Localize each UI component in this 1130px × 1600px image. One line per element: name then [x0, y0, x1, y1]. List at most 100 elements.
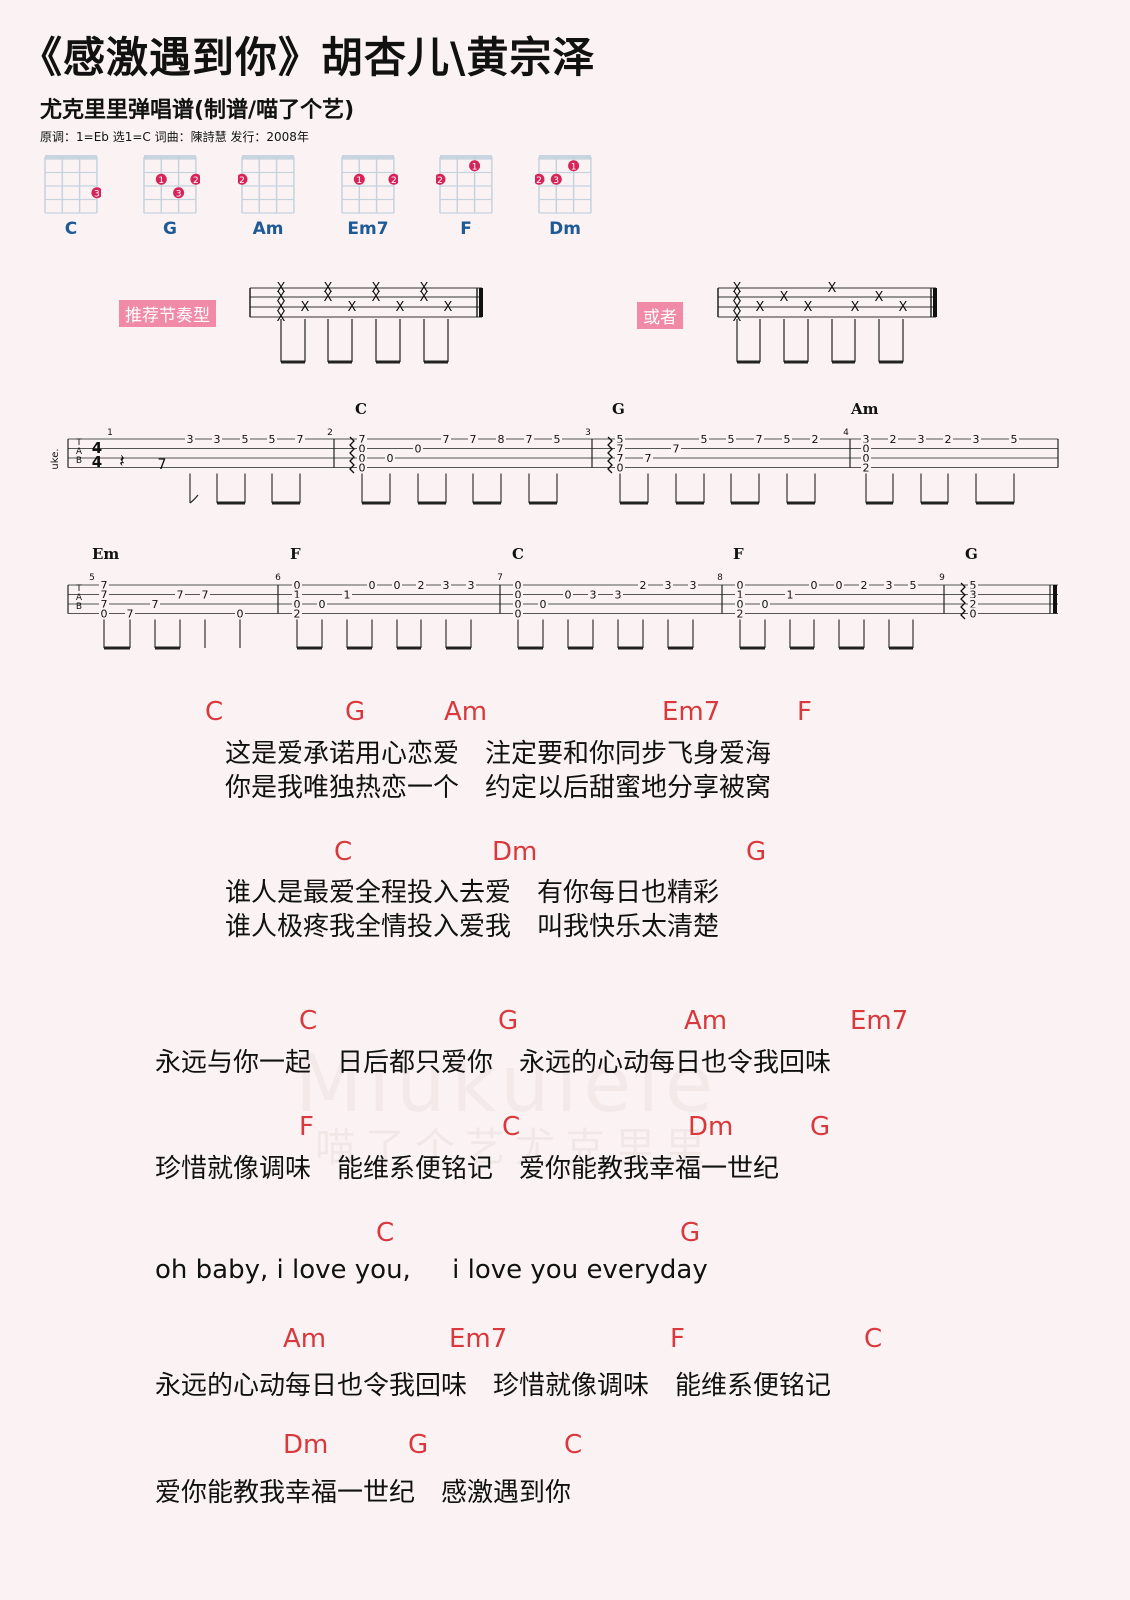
finger-number: 1 [472, 162, 478, 172]
tab-note-bg [292, 588, 302, 601]
tab-arpeggio [607, 436, 613, 474]
rhythm-x-mark: X [372, 281, 381, 296]
finger-number: 3 [553, 176, 559, 186]
tab-note-bg [552, 433, 562, 445]
tab-fret-number: 3 [590, 589, 597, 602]
finger-number: 2 [536, 176, 542, 186]
chord-name-label: Dm [549, 219, 581, 239]
rhythm-x-mark: X [396, 300, 405, 315]
lyric-chord: C [376, 1218, 395, 1248]
tab-note-bg [615, 433, 625, 445]
tab-clef-letter: A [76, 447, 83, 457]
tab-note-bg [367, 579, 377, 591]
tab-note-bg [861, 461, 871, 474]
tab-fret-number: 7 [470, 433, 477, 446]
tab-note-bg [413, 442, 423, 455]
tab-fret-number: 0 [294, 579, 301, 592]
rhythm-x-mark: X [444, 300, 453, 315]
tab-fret-number: 5 [554, 433, 561, 446]
tab-note-bg [971, 433, 981, 445]
rhythm-x-mark: X [899, 300, 908, 315]
tab-fret-number: 7 [101, 579, 108, 592]
finger-dot [434, 173, 446, 185]
tab-note-bg [342, 588, 352, 601]
tab-chord-g: G [612, 400, 625, 418]
lyric-chord: C [864, 1324, 883, 1354]
song-meta: 原调：1=Eb 选1=C 词曲：陳詩慧 发行：2008年 [40, 130, 309, 144]
chord-grid: 2 3 1 [533, 155, 592, 214]
tab-clef-letter: B [76, 602, 82, 612]
finger-number: 1 [571, 162, 577, 172]
finger-number: 3 [176, 189, 182, 199]
tab-note-bg [663, 579, 673, 591]
tab-fret-number: 5 [784, 433, 791, 446]
tab-fret-number: 7 [526, 433, 533, 446]
tab-note-bg [699, 433, 709, 445]
tab-note-bg [317, 598, 327, 610]
tab-note-bg [588, 588, 598, 601]
tab-note-bg [513, 579, 523, 591]
lyric-chord: Dm [688, 1112, 734, 1142]
tab-note-bg [760, 598, 770, 610]
lyric-line: 谁人是最爱全程投入去爱 有你每日也精彩 [225, 878, 720, 908]
tab-fret-number: 0 [319, 598, 326, 611]
tab-note-bg [212, 433, 222, 445]
chord-nut [440, 155, 492, 159]
tab-fret-number: 3 [187, 433, 194, 446]
rhythm-x-mark: X [420, 281, 429, 296]
tab-final-bar [1053, 585, 1057, 614]
lyric-chord: Dm [283, 1430, 329, 1460]
tab-chord-f2: F [733, 545, 744, 563]
tab-chord-c: C [355, 400, 367, 418]
tab-fret-number: 5 [1011, 433, 1018, 446]
chord-nut [45, 155, 97, 159]
tab-fret-number: 3 [665, 579, 672, 592]
tab-fret-number: 8 [498, 433, 505, 446]
tab-note-bg [292, 607, 302, 620]
tab-fret-number: 0 [515, 579, 522, 592]
tab-fret-number: 7 [359, 433, 366, 446]
rhythm-x-mark: X [756, 300, 765, 315]
tab-fret-number: 7 [756, 433, 763, 446]
tab-chord-f: F [290, 545, 301, 563]
tab-fret-number: 0 [515, 608, 522, 621]
rhythm-x-mark: X [324, 290, 333, 305]
lyric-chord: Em7 [662, 697, 721, 727]
song-title: 《感激遇到你》胡杏儿\黄宗泽 [20, 33, 596, 82]
tab-measure-number: 2 [327, 428, 333, 438]
tab-note-bg [968, 607, 978, 620]
tab-fret-number: 0 [863, 443, 870, 456]
tab-fret-number: 0 [811, 579, 818, 592]
tab-fret-number: 7 [177, 589, 184, 602]
lyric-chord: C [502, 1112, 521, 1142]
tab-fret-number: 7 [101, 589, 108, 602]
finger-dot [173, 187, 185, 199]
finger-number: 2 [437, 176, 443, 186]
tab-note-bg [513, 607, 523, 620]
tab-fret-number: 0 [515, 598, 522, 611]
rhythm-x-mark: X [277, 310, 286, 325]
tab-fret-number: 5 [269, 433, 276, 446]
tab-fret-number: 0 [836, 579, 843, 592]
finger-dot [469, 160, 481, 172]
tab-note-bg [125, 607, 135, 620]
tab-note-bg [671, 442, 681, 455]
rhythm-x-mark: X [277, 281, 286, 296]
tab-fret-number: 0 [540, 598, 547, 611]
tab-fret-number: 1 [344, 589, 351, 602]
rhythm-x-mark: X [420, 290, 429, 305]
chord-nut [539, 155, 591, 159]
chord-grid: 3 [44, 155, 103, 214]
lyric-chord: G [345, 697, 366, 727]
tab-fret-number: 0 [415, 443, 422, 456]
rhythm-x-mark: X [324, 281, 333, 296]
rhythm-x-mark: X [277, 300, 286, 315]
rhythm-x-mark: X [851, 300, 860, 315]
tab-fret-number: 5 [617, 433, 624, 446]
tab-note-bg [385, 452, 395, 464]
lyric-line: 你是我唯独热恋一个 约定以后甜蜜地分享被窝 [225, 773, 772, 803]
tab-fret-number: 0 [515, 589, 522, 602]
tab-fret-number: 0 [762, 598, 769, 611]
tab-fret-number: 1 [737, 589, 744, 602]
